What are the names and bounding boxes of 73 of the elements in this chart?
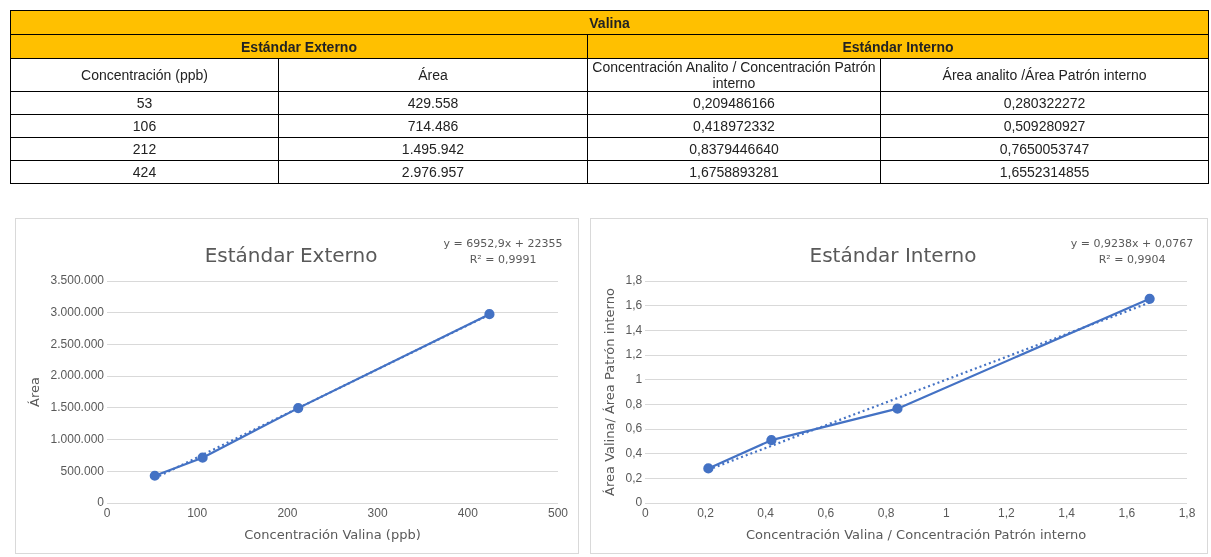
- x-tick-label: 0,4: [757, 505, 775, 520]
- chart-title: Estándar Externo: [204, 243, 378, 268]
- text: 53: [10, 91, 279, 115]
- y-tick-label: 1,4: [625, 322, 643, 337]
- text: 429.558: [278, 91, 588, 115]
- point: [197, 452, 208, 463]
- text: Concentración Analito / Concentración Patrón interno: [587, 58, 881, 92]
- x-axis-title: Concentración Valina (ppb): [244, 526, 421, 542]
- text: R² = 0,9904: [1098, 253, 1166, 267]
- text: 106: [10, 114, 279, 138]
- text: 714.486: [278, 114, 588, 138]
- y-tick-label: 0: [635, 495, 643, 510]
- y-axis-title: Área Valina/ Área Patrón interno: [602, 288, 618, 496]
- y-tick-label: 1.000.000: [50, 431, 105, 446]
- text: 1,6758893281: [587, 160, 881, 184]
- y-tick-label: 500.000: [60, 463, 105, 478]
- y-tick-label: 0,8: [625, 396, 643, 411]
- text: Área: [278, 58, 588, 92]
- text: 0,8379446640: [587, 137, 881, 161]
- x-tick-label: 0,6: [817, 505, 835, 520]
- text: R² = 0,9991: [469, 253, 537, 267]
- x-tick-label: 1,2: [998, 505, 1016, 520]
- x-tick-label: 1,8: [1178, 505, 1196, 520]
- x-tick-label: 1: [942, 505, 950, 520]
- text: 424: [10, 160, 279, 184]
- y-axis-title: Área: [27, 377, 43, 407]
- y-tick-label: 3.500.000: [50, 273, 105, 288]
- y-tick-label: 1,6: [625, 297, 643, 312]
- x-tick-label: 1,6: [1118, 505, 1136, 520]
- text: Estándar Interno: [587, 34, 1209, 59]
- y-tick-label: 3.000.000: [50, 305, 105, 320]
- x-tick-label: 500: [547, 505, 569, 520]
- text: 1,6552314855: [880, 160, 1209, 184]
- y-tick-label: 1,2: [625, 347, 643, 362]
- text: 212: [10, 137, 279, 161]
- text: 1.495.942: [278, 137, 588, 161]
- y-tick-label: 0,2: [625, 470, 643, 485]
- point: [892, 403, 903, 414]
- x-tick-label: 400: [457, 505, 479, 520]
- y-tick-label: 2.000.000: [50, 368, 105, 383]
- text: y = 6952,9x + 22355: [443, 237, 563, 251]
- y-tick-label: 2.500.000: [50, 336, 105, 351]
- y-tick-label: 1.500.000: [50, 400, 105, 415]
- text: 0,280322272: [880, 91, 1209, 115]
- y-tick-label: 0,6: [625, 421, 643, 436]
- text: Estándar Externo: [10, 34, 588, 59]
- text: 0,209486166: [587, 91, 881, 115]
- y-tick-label: 1: [635, 371, 643, 386]
- point: [293, 403, 304, 414]
- point: [149, 470, 160, 481]
- text: 0,418972332: [587, 114, 881, 138]
- x-axis-title: Concentración Valina / Concentración Patrón interno: [746, 526, 1087, 542]
- chart-title: Estándar Interno: [809, 243, 977, 268]
- point: [1144, 293, 1155, 304]
- y-tick-label: 1,8: [625, 273, 643, 288]
- x-tick-label: 300: [367, 505, 388, 520]
- x-tick-label: 100: [187, 505, 208, 520]
- y-tick-label: 0,4: [625, 445, 643, 460]
- text: 0,7650053747: [880, 137, 1209, 161]
- text: y = 0,9238x + 0,0767: [1070, 237, 1194, 251]
- text: Área analito /Área Patrón interno: [880, 58, 1209, 92]
- x-tick-label: 1,4: [1058, 505, 1076, 520]
- y-tick-label: 0: [97, 495, 105, 510]
- point: [484, 309, 495, 320]
- x-tick-label: 0,2: [697, 505, 715, 520]
- text: 2.976.957: [278, 160, 588, 184]
- text: 0,509280927: [880, 114, 1209, 138]
- point: [766, 435, 777, 446]
- text: Valina: [10, 10, 1209, 35]
- text: Concentración (ppb): [10, 58, 279, 92]
- x-tick-label: 0,8: [877, 505, 895, 520]
- x-tick-label: 200: [277, 505, 298, 520]
- point: [703, 463, 714, 474]
